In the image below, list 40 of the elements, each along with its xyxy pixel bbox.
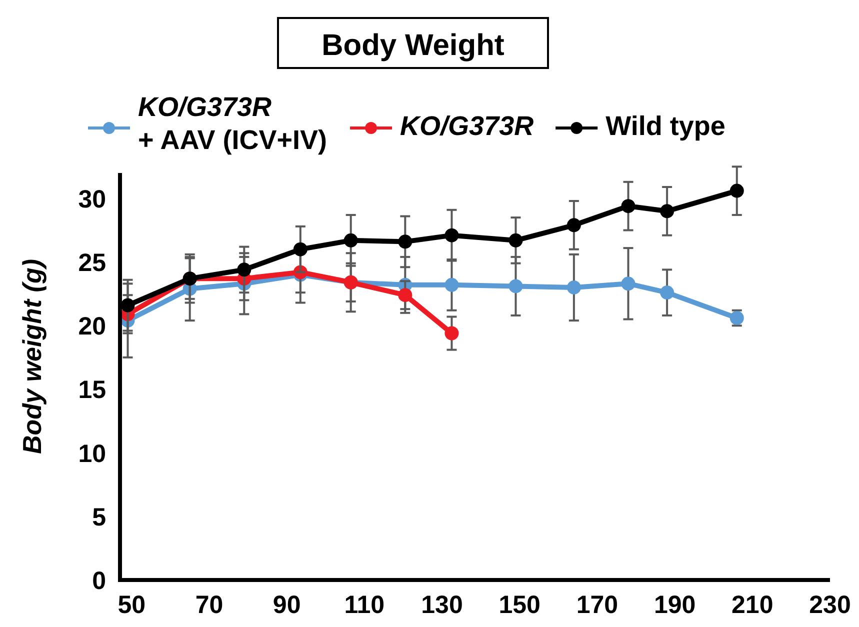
point: [508, 233, 523, 248]
x-tick-label: 130: [421, 591, 463, 619]
x-tick-label: 190: [654, 591, 696, 619]
point: [566, 218, 581, 232]
y-tick-label: 15: [78, 376, 106, 404]
point: [660, 286, 674, 300]
y-tick-label: 10: [78, 440, 106, 468]
point: [660, 204, 674, 218]
x-tick-label: 50: [118, 591, 146, 619]
x-tick-label: 110: [344, 591, 385, 619]
x-tick-label: 170: [576, 591, 618, 619]
point: [398, 234, 412, 249]
y-tick-label: 5: [92, 503, 106, 532]
point: [508, 279, 523, 294]
point: [398, 288, 412, 302]
point: [730, 184, 744, 198]
point: [444, 278, 459, 292]
point: [237, 262, 252, 277]
y-tick-label: 0: [92, 567, 106, 595]
point: [444, 228, 459, 242]
y-tick-label: 25: [78, 249, 106, 278]
x-tick-label: 230: [809, 591, 851, 619]
point: [344, 233, 358, 248]
x-tick-label: 90: [272, 591, 301, 619]
legend-label: KO/G373R + AAV (ICV+IV): [138, 92, 328, 155]
legend-label: KO/G373R: [400, 111, 534, 141]
x-tick-label: 210: [732, 591, 774, 619]
x-tick-label: 70: [195, 591, 224, 619]
point: [293, 242, 308, 256]
point: [566, 280, 581, 294]
y-tick-label: 30: [78, 185, 106, 214]
y-tick-label: 20: [78, 312, 106, 341]
point: [120, 298, 135, 312]
y-axis-title: Body weight (g): [17, 259, 47, 454]
legend-label: Wild type: [606, 111, 726, 141]
point: [621, 199, 636, 214]
x-tick-label: 150: [498, 591, 540, 619]
point: [621, 276, 636, 291]
chart-title: Body Weight: [322, 29, 504, 62]
point: [444, 326, 459, 340]
